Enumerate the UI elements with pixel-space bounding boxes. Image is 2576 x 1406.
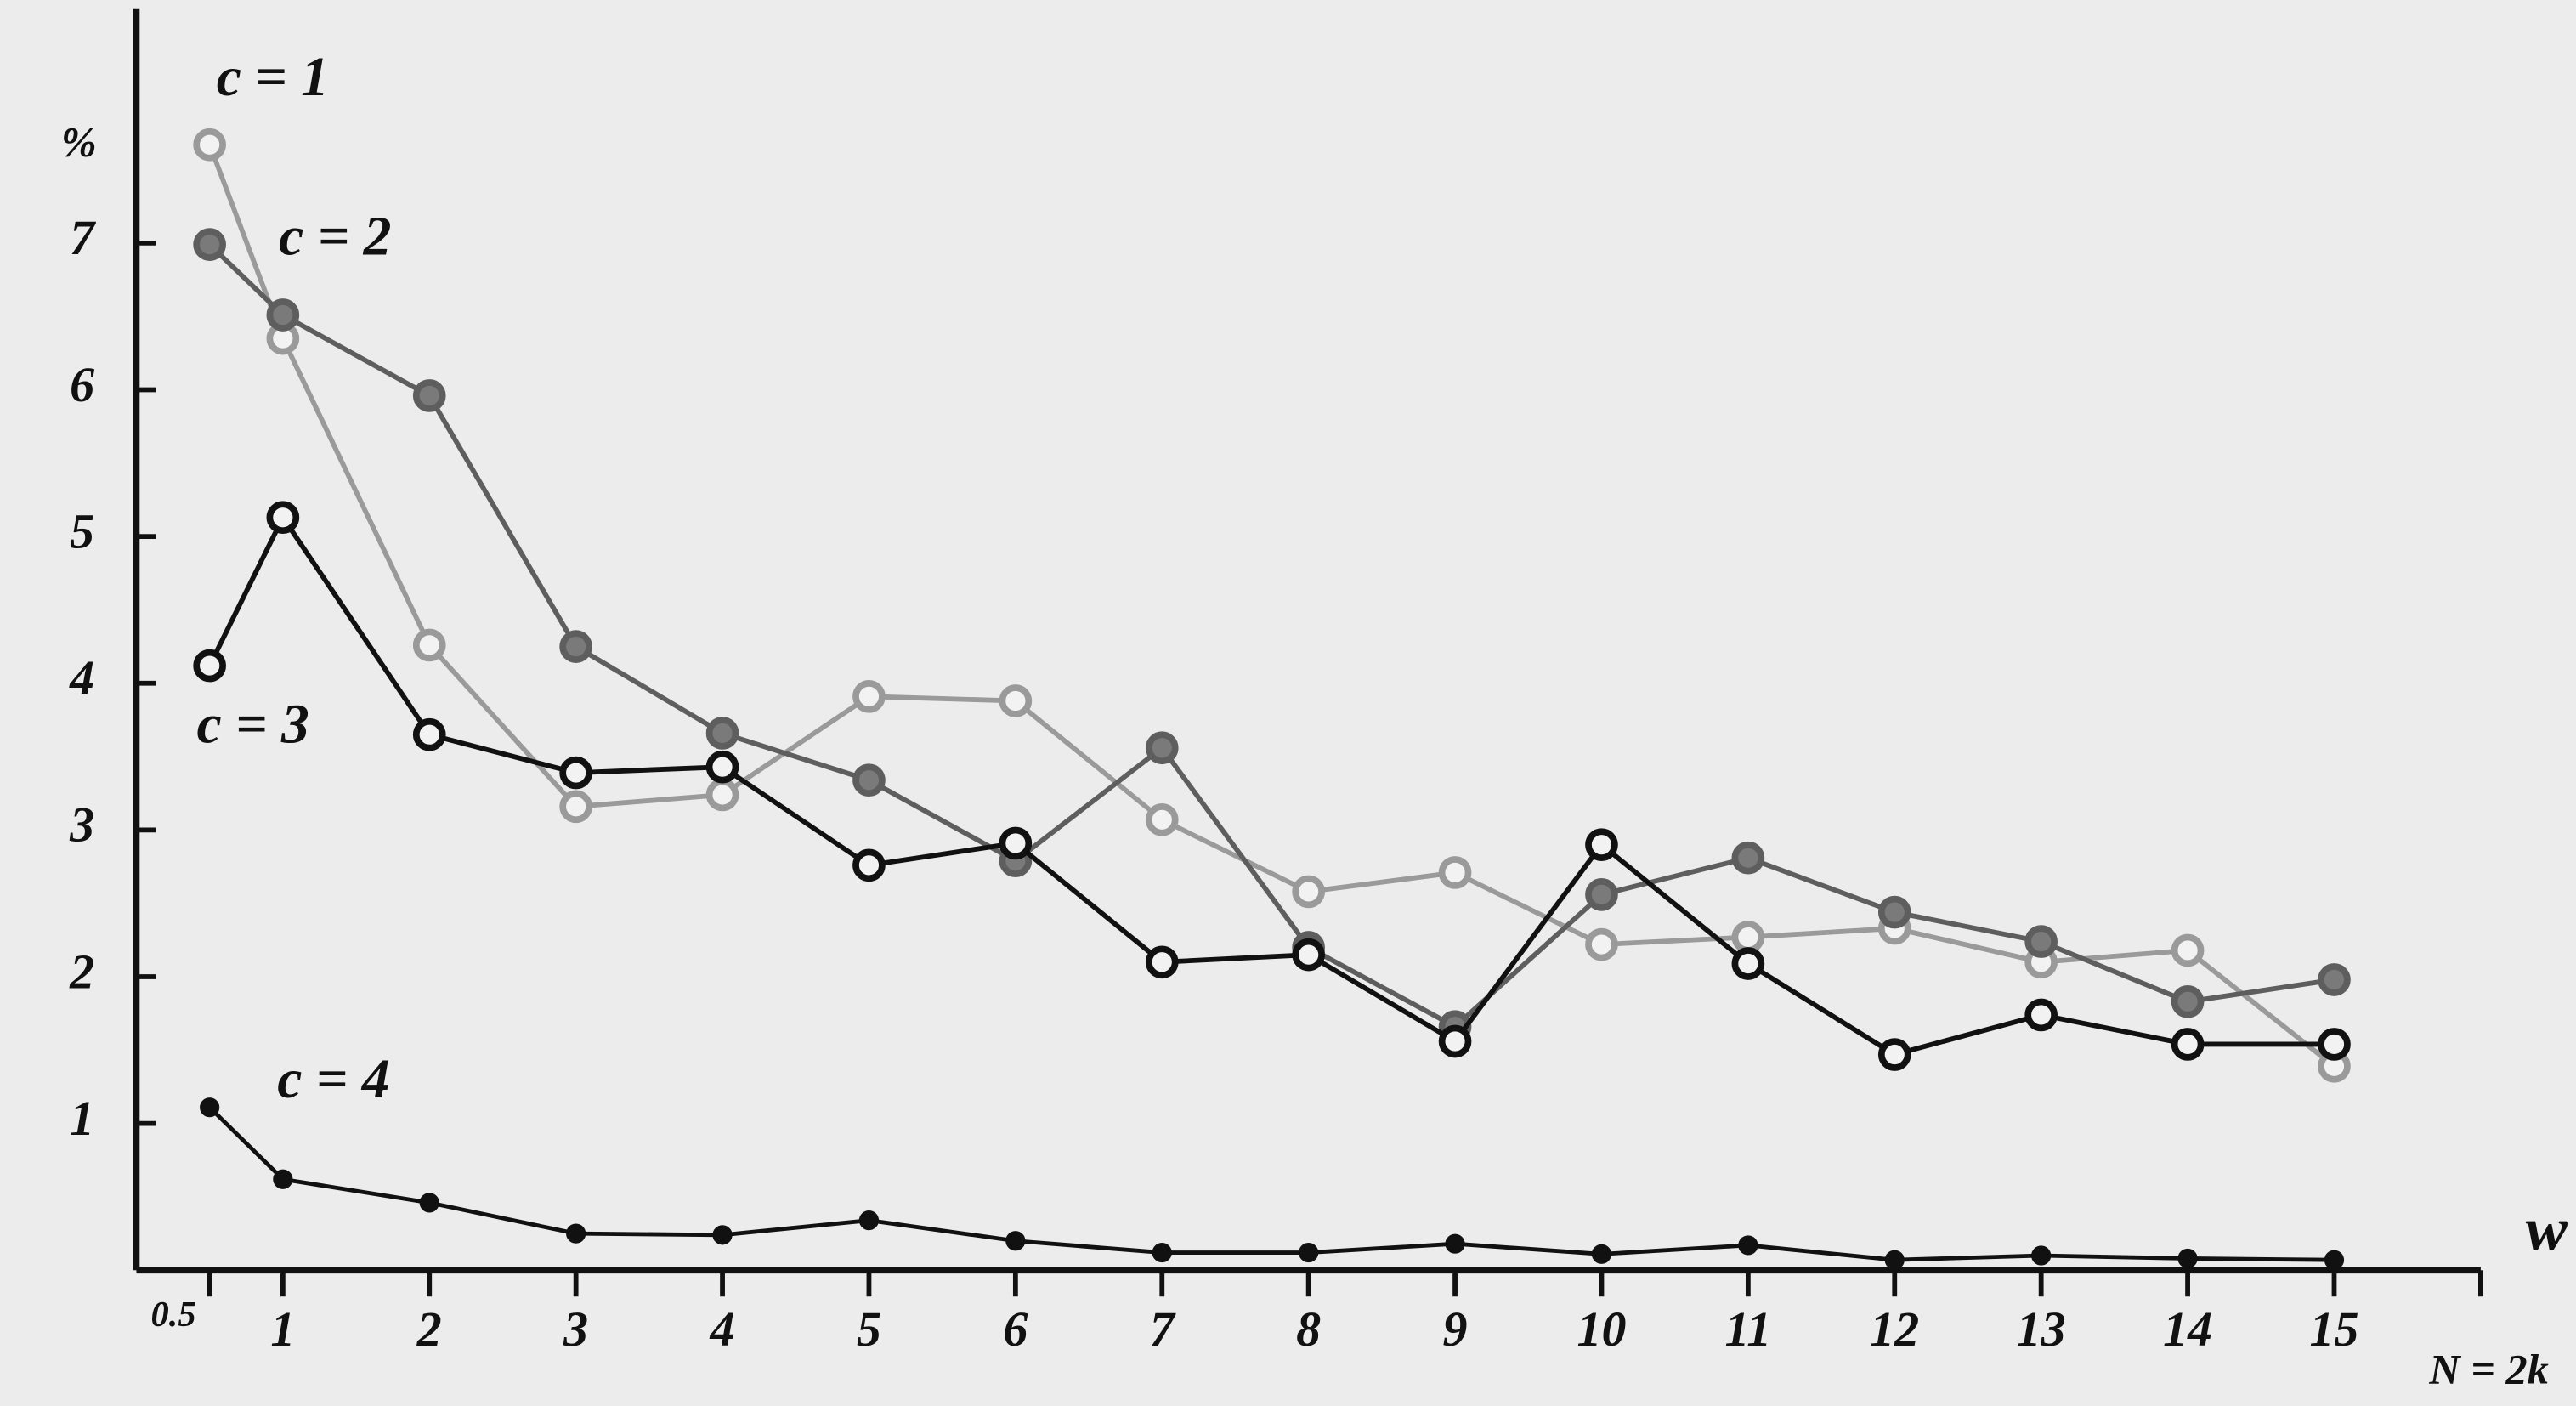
- data-point: [1731, 841, 1765, 875]
- data-point: [1005, 1231, 1026, 1251]
- data-point: [193, 649, 226, 683]
- data-point: [858, 1210, 880, 1231]
- data-point: [266, 298, 300, 332]
- data-point: [559, 756, 592, 790]
- data-point: [273, 1169, 293, 1189]
- series-label: c = 3: [197, 693, 309, 755]
- x-tick-label: 6: [1003, 1301, 1028, 1357]
- data-point: [1731, 947, 1765, 980]
- x-tick-label: 5: [857, 1301, 881, 1357]
- x-tick-label: 10: [1577, 1301, 1626, 1357]
- data-point: [2318, 1028, 2351, 1061]
- series-line: [207, 144, 2336, 1069]
- series-line: [207, 1105, 2335, 1262]
- data-point: [412, 628, 446, 662]
- data-point: [566, 1223, 586, 1244]
- x-tick-label: 15: [2309, 1301, 2358, 1357]
- y-axis-label: %: [61, 118, 97, 166]
- y-tick-label: 5: [70, 503, 94, 558]
- data-point: [1292, 875, 1325, 909]
- data-point: [1145, 802, 1179, 836]
- data-point: [1445, 1233, 1465, 1254]
- data-point: [1585, 927, 1618, 961]
- y-tick-label: 1: [70, 1091, 94, 1146]
- data-point: [1299, 1242, 1319, 1263]
- y-tick-label: 7: [70, 210, 96, 265]
- data-point: [412, 717, 446, 751]
- data-point: [1152, 1242, 1172, 1263]
- data-point: [2024, 998, 2058, 1032]
- x-tick-label: 14: [2163, 1301, 2212, 1357]
- x-tick-label: 0.5: [151, 1295, 196, 1335]
- data-point: [1738, 1235, 1758, 1256]
- data-point: [193, 128, 226, 162]
- data-point: [705, 717, 739, 750]
- x-tick-label: 12: [1870, 1301, 1919, 1357]
- y-tick-label: 6: [70, 357, 94, 412]
- data-point: [266, 501, 300, 535]
- series-label: c = 1: [217, 46, 329, 108]
- annotation: N = 2k: [2428, 1346, 2548, 1393]
- data-point: [1591, 1244, 1612, 1264]
- x-tick-label: 2: [416, 1301, 442, 1357]
- y-tick-label: 3: [69, 797, 94, 853]
- data-point: [712, 1225, 733, 1245]
- data-point: [2171, 985, 2205, 1018]
- data-point: [2177, 1248, 2198, 1269]
- series-label: c = 4: [277, 1048, 389, 1110]
- data-point: [852, 679, 886, 713]
- x-tick-label: 7: [1150, 1301, 1176, 1357]
- data-point: [559, 630, 592, 663]
- data-point: [852, 848, 886, 882]
- data-point: [2171, 933, 2205, 967]
- data-point: [559, 790, 592, 824]
- x-axis-label: w: [2526, 1195, 2568, 1264]
- data-point: [1292, 938, 1325, 972]
- series-label: c = 2: [279, 205, 391, 267]
- data-point: [2031, 1245, 2052, 1266]
- data-point: [1145, 945, 1179, 979]
- x-tick-label: 9: [1443, 1301, 1468, 1357]
- data-point: [852, 763, 886, 797]
- data-point: [2318, 963, 2351, 996]
- series-line: [207, 242, 2335, 1030]
- data-point: [2024, 925, 2058, 958]
- data-point: [999, 684, 1033, 717]
- data-point: [1731, 921, 1765, 954]
- x-tick-label: 11: [1724, 1301, 1771, 1357]
- data-point: [705, 778, 739, 812]
- data-point: [1877, 895, 1911, 929]
- data-point: [1145, 731, 1179, 765]
- data-point: [193, 228, 226, 261]
- data-point: [1438, 856, 1472, 889]
- data-point: [1884, 1250, 1905, 1270]
- data-point: [1585, 878, 1618, 911]
- data-point: [412, 379, 446, 412]
- data-point: [2171, 1028, 2205, 1061]
- data-point: [1438, 1024, 1472, 1058]
- data-point: [999, 826, 1033, 860]
- data-point: [2324, 1250, 2345, 1270]
- data-point: [1585, 828, 1618, 862]
- data-point: [200, 1097, 220, 1118]
- y-tick-label: 4: [69, 650, 94, 706]
- x-tick-label: 8: [1296, 1301, 1321, 1357]
- x-tick-label: 1: [270, 1301, 295, 1357]
- data-point: [1877, 1038, 1911, 1071]
- y-tick-label: 2: [69, 944, 94, 999]
- data-point: [419, 1193, 439, 1213]
- data-point: [705, 750, 739, 784]
- x-tick-label: 3: [563, 1301, 588, 1357]
- series-line: [207, 512, 2335, 1057]
- x-tick-label: 4: [710, 1301, 735, 1357]
- x-tick-label: 13: [2017, 1301, 2066, 1357]
